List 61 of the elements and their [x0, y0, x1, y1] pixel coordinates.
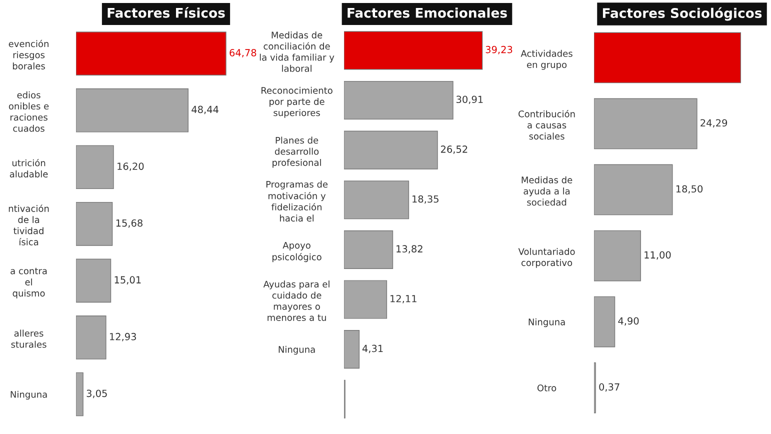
bar — [594, 98, 698, 150]
y-tick-label: Ninguna — [528, 318, 565, 328]
bar — [344, 280, 388, 319]
data-label: 4,90 — [618, 317, 639, 326]
y-tick-label: Reconocimiento por parte de superiores — [262, 86, 332, 118]
y-tick-label: alleres sturales — [11, 330, 46, 348]
y-tick-label: evención riesgos borales — [8, 40, 48, 70]
y-tick-label: Contribución a causas sociales — [518, 110, 575, 140]
y-tick-label: Medidas de ayuda a la sociedad — [522, 176, 572, 206]
data-label: 11,00 — [644, 251, 671, 260]
data-label: 30,91 — [456, 96, 483, 104]
y-tick-label: Ayudas para el cuidado de mayores o menores a tu — [263, 280, 330, 321]
bar — [344, 31, 483, 70]
y-tick-label: Actividades en grupo — [520, 50, 572, 70]
data-label: 15,68 — [116, 219, 142, 228]
y-tick-label: Otro — [537, 384, 556, 392]
y-tick-label: utrición aludable — [10, 158, 48, 178]
bar — [76, 32, 226, 76]
data-label: 18,35 — [412, 195, 438, 204]
bar — [76, 258, 112, 303]
bar — [76, 316, 106, 360]
chart-title: Factores Emocionales — [348, 8, 507, 18]
y-tick-label: a contra el quismo — [10, 268, 47, 298]
y-tick-label: Ninguna — [10, 390, 47, 400]
bar — [344, 330, 360, 369]
data-label: 13,82 — [396, 245, 422, 254]
y-tick-label: edios onibles e raciones cuados — [8, 91, 49, 132]
data-label: 0,37 — [599, 383, 620, 392]
data-label: 3,05 — [86, 390, 107, 398]
data-label: 18,50 — [676, 185, 703, 194]
bar — [344, 130, 438, 170]
bar — [76, 88, 189, 132]
chart-title: Factores Físicos — [108, 7, 225, 18]
data-label: 48,44 — [192, 106, 218, 114]
bar — [594, 32, 742, 84]
data-label: 26,52 — [440, 146, 468, 154]
data-label: 39,23 — [486, 46, 512, 54]
data-label: 4,31 — [362, 344, 383, 354]
y-tick-label: Ninguna — [278, 346, 315, 355]
y-tick-label: Apoyo psicológico — [272, 242, 322, 262]
data-label: 24,29 — [700, 119, 728, 128]
y-tick-label: Medidas de conciliación de la vida familiar y laboral — [260, 31, 334, 72]
data-label: 15,01 — [114, 276, 141, 284]
data-label: 16,20 — [118, 162, 144, 171]
data-label: 12,93 — [110, 332, 136, 342]
bar — [76, 202, 113, 246]
bar — [594, 164, 673, 216]
bar — [594, 230, 641, 282]
bar — [344, 80, 454, 120]
y-tick-label: Planes de desarrollo profesional — [272, 136, 321, 168]
data-label: 64,78 — [230, 49, 256, 58]
data-label: 12,11 — [390, 294, 416, 304]
y-tick-label: Programas de motivación y fidelización hacia el — [266, 180, 328, 222]
y-tick-label: ntivación de la tividad ísica — [8, 204, 49, 246]
bar — [76, 372, 84, 416]
bar — [76, 145, 114, 190]
bar — [344, 180, 410, 220]
chart-title: Factores Sociológicos — [602, 7, 762, 21]
y-tick-label: Voluntariado corporativo — [518, 248, 575, 268]
bar — [344, 230, 394, 269]
bar — [594, 296, 616, 348]
